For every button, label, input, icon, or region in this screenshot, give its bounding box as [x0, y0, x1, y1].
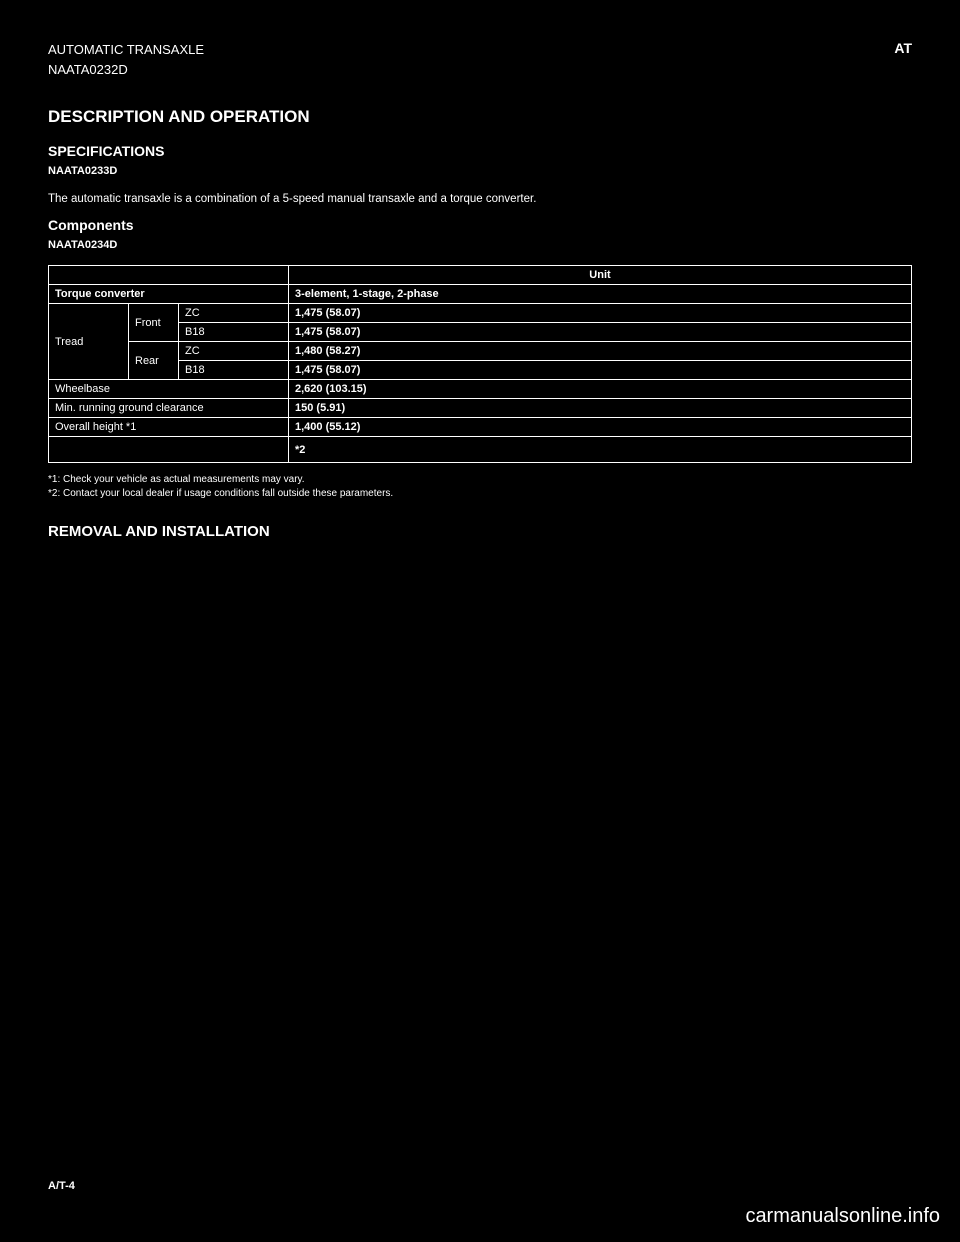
- footnote-1: *1: Check your vehicle as actual measure…: [48, 473, 912, 487]
- components-heading: Components: [48, 217, 912, 233]
- zc-front-value: 1,475 (58.07): [289, 304, 912, 323]
- last-value: *2: [289, 437, 912, 463]
- header-row: Torque converter 3-element, 1-stage, 2-p…: [49, 285, 912, 304]
- header-line-2: NAATA0232D: [48, 60, 204, 80]
- intro-text: The automatic transaxle is a combination…: [48, 191, 912, 207]
- footer-section-title: REMOVAL AND INSTALLATION: [48, 523, 912, 540]
- sub-label: NAATA0233D: [48, 165, 912, 177]
- table-row: Min. running ground clearance 150 (5.91): [49, 399, 912, 418]
- unit-row: Unit: [49, 266, 912, 285]
- table-row: Overall height *1 1,400 (55.12): [49, 418, 912, 437]
- table-row: Wheelbase 2,620 (103.15): [49, 380, 912, 399]
- page-number: A/T-4: [48, 1180, 75, 1192]
- section-title: DESCRIPTION AND OPERATION: [48, 107, 912, 127]
- table-row: Tread Front ZC 1,475 (58.07): [49, 304, 912, 323]
- wheelbase-value: 2,620 (103.15): [289, 380, 912, 399]
- zc-label-rear: ZC: [179, 342, 289, 361]
- last-label: [49, 437, 289, 463]
- watermark: carmanualsonline.info: [745, 1205, 940, 1228]
- subsection-title: SPECIFICATIONS: [48, 143, 912, 159]
- b18-rear-value: 1,475 (58.07): [289, 361, 912, 380]
- min-clearance-label: Min. running ground clearance: [49, 399, 289, 418]
- footnote-2: *2: Contact your local dealer if usage c…: [48, 487, 912, 501]
- table-row: Rear ZC 1,480 (58.27): [49, 342, 912, 361]
- overall-height-value: 1,400 (55.12): [289, 418, 912, 437]
- header-left: AUTOMATIC TRANSAXLE NAATA0232D: [48, 40, 204, 79]
- zc-rear-value: 1,480 (58.27): [289, 342, 912, 361]
- wheelbase-label: Wheelbase: [49, 380, 289, 399]
- table-row: B18 1,475 (58.07): [49, 361, 912, 380]
- header-right-label: AT: [894, 40, 912, 56]
- footnotes: *1: Check your vehicle as actual measure…: [48, 473, 912, 501]
- zc-label: ZC: [179, 304, 289, 323]
- page-header: AUTOMATIC TRANSAXLE NAATA0232D AT: [48, 40, 912, 79]
- tread-label: Tread: [49, 304, 129, 380]
- front-label: Front: [129, 304, 179, 342]
- specifications-table: Unit Torque converter 3-element, 1-stage…: [48, 265, 912, 463]
- b18-front-value: 1,475 (58.07): [289, 323, 912, 342]
- b18-label: B18: [179, 323, 289, 342]
- torque-converter-value: 3-element, 1-stage, 2-phase: [289, 285, 912, 304]
- unit-cell: Unit: [289, 266, 912, 285]
- overall-height-label: Overall height *1: [49, 418, 289, 437]
- table-row: *2: [49, 437, 912, 463]
- header-line-1: AUTOMATIC TRANSAXLE: [48, 40, 204, 60]
- min-clearance-value: 150 (5.91): [289, 399, 912, 418]
- table-row: B18 1,475 (58.07): [49, 323, 912, 342]
- rear-label: Rear: [129, 342, 179, 380]
- unit-cell-left: [49, 266, 289, 285]
- torque-converter-label: Torque converter: [49, 285, 289, 304]
- components-label: NAATA0234D: [48, 239, 912, 251]
- b18-label-rear: B18: [179, 361, 289, 380]
